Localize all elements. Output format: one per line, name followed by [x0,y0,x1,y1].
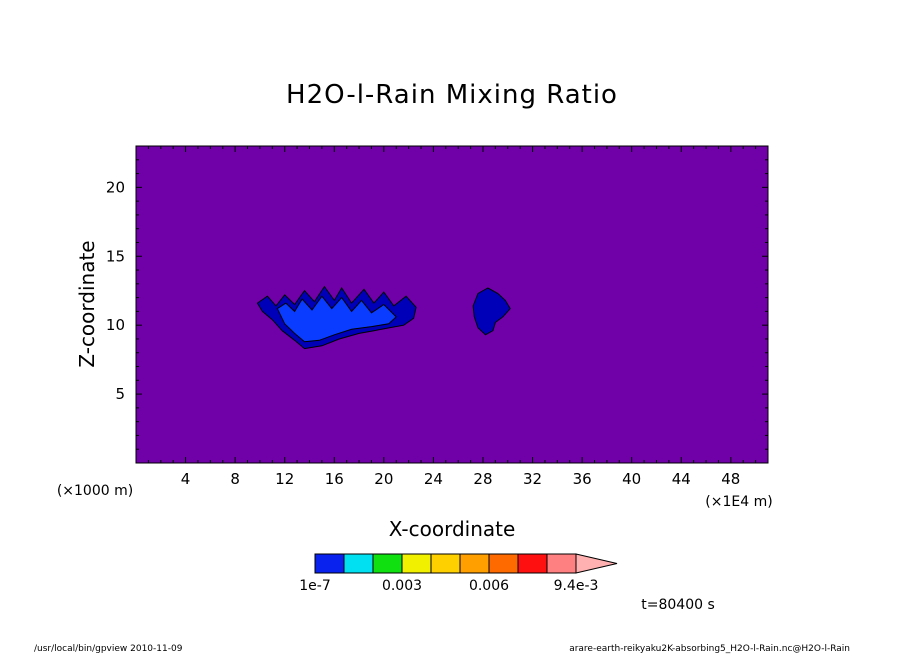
colorbar-label: 0.003 [382,578,422,594]
contour-region-2 [472,287,511,336]
x-unit-left: (×1000 m) [57,483,133,499]
x-unit-right: (×1E4 m) [705,494,772,510]
x-tick-label: 12 [275,470,294,488]
x-axis-ticks: 4 8 12 16 20 24 28 32 36 40 44 48 [147,146,757,488]
y-axis-label: Z-coordinate [75,240,99,367]
x-tick-label: 32 [523,470,542,488]
footer-left: /usr/local/bin/gpview 2010-11-09 [34,644,183,654]
x-tick-label: 28 [473,470,492,488]
footer-right: arare-earth-reikyaku2K-absorbing5_H2O-l-… [569,644,850,654]
colorbar-segment [488,553,519,574]
x-tick-label: 4 [181,470,191,488]
x-tick-label: 8 [230,470,240,488]
colorbar-segment [372,553,403,574]
chart-title: H2O-l-Rain Mixing Ratio [286,80,618,110]
x-tick-label: 36 [573,470,592,488]
x-tick-label: 40 [622,470,641,488]
time-label: t=80400 s [641,597,715,613]
plot-area [136,146,768,463]
y-axis-ticks: 5 10 15 20 [106,159,768,450]
y-tick-label: 5 [115,385,125,403]
colorbar-segment [314,553,345,574]
colorbar: 1e-7 0.003 0.006 9.4e-3 [299,553,618,594]
colorbar-arrow [575,553,618,574]
colorbar-segment [546,553,577,574]
plot-frame [135,145,769,464]
colorbar-segment [401,553,432,574]
y-tick-label: 15 [106,247,125,265]
colorbar-label: 9.4e-3 [554,578,599,594]
colorbar-segment [459,553,490,574]
y-tick-label: 10 [106,316,125,334]
x-axis-label: X-coordinate [389,517,516,541]
colorbar-label: 0.006 [469,578,509,594]
x-tick-label: 16 [325,470,344,488]
x-tick-label: 24 [424,470,443,488]
colorbar-segment [430,553,461,574]
y-tick-label: 20 [106,178,125,196]
colorbar-segment [343,553,374,574]
x-tick-label: 48 [721,470,740,488]
contour-regions [256,285,511,350]
colorbar-segment [517,553,548,574]
x-tick-label: 20 [374,470,393,488]
colorbar-label: 1e-7 [299,578,330,594]
x-tick-label: 44 [672,470,691,488]
contour-region-1 [276,295,397,343]
